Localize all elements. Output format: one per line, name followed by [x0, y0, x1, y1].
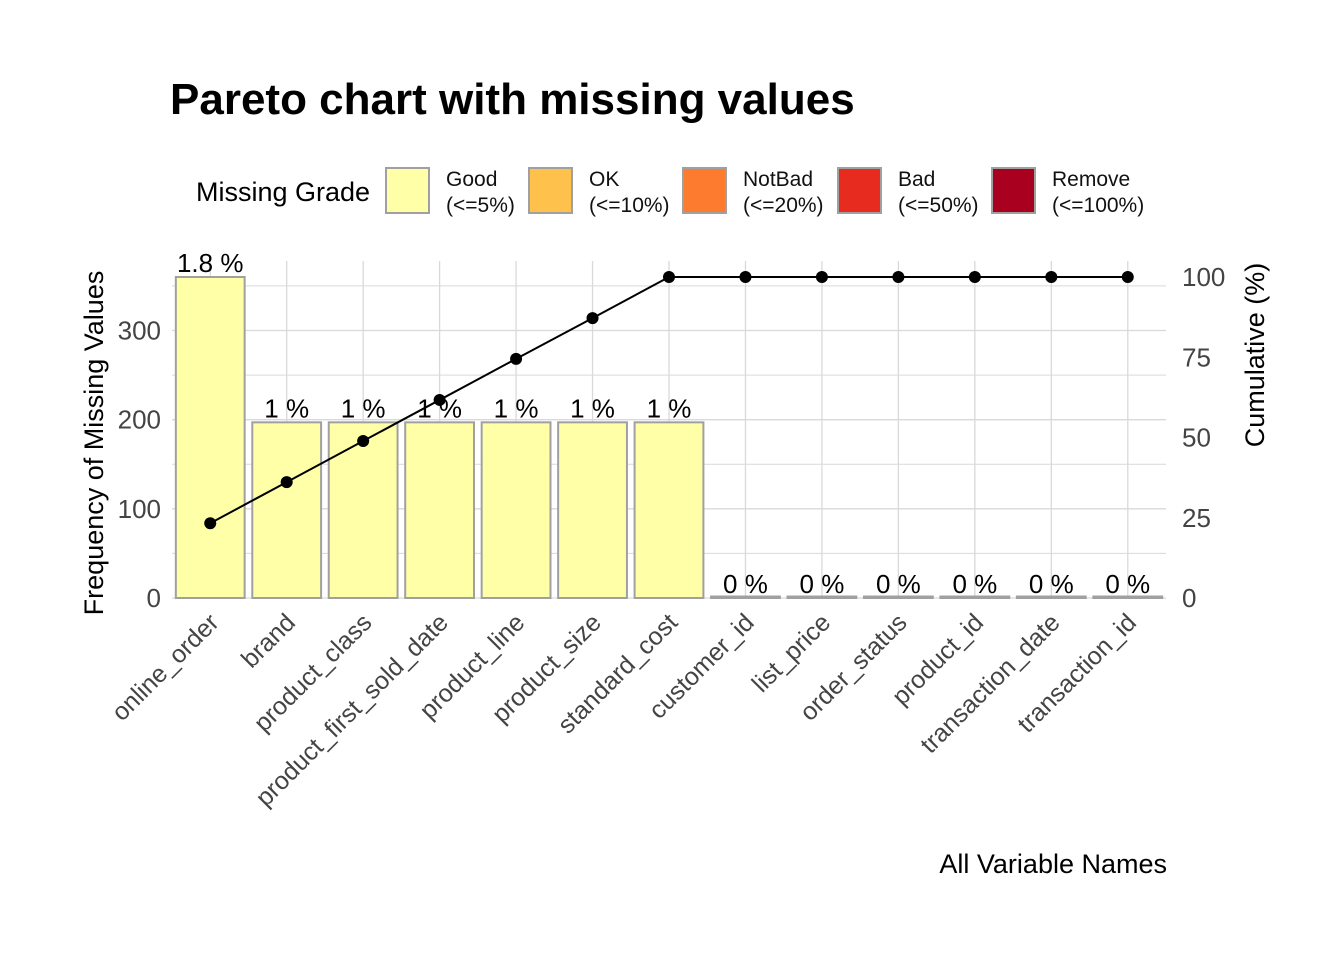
data-label: 1.8 % — [177, 248, 244, 278]
legend-label: Bad — [898, 168, 935, 191]
y2-tick-label: 0 — [1182, 583, 1196, 613]
legend-swatch — [682, 167, 727, 214]
bar — [1015, 595, 1087, 599]
data-label: 1 % — [647, 393, 692, 423]
legend-label: OK — [589, 168, 619, 191]
cumulative-point — [586, 312, 599, 325]
bar — [174, 276, 246, 599]
bar — [710, 595, 781, 599]
y2-tick-label: 75 — [1182, 342, 1211, 372]
cumulative-point — [815, 271, 828, 283]
y-axis-title: Frequency of Missing Values — [79, 271, 109, 616]
y-tick-label: 300 — [118, 316, 161, 346]
cumulative-point — [280, 476, 293, 489]
x-tick-label: transaction_date — [915, 608, 1066, 759]
data-labels: 1.8 %1 % 1 % 1 % 1 % 1 % 1 %0 % 0 % 0 % 0 % 0 % 0 … — [177, 248, 1150, 599]
y2-tick-label: 50 — [1182, 423, 1211, 453]
y-tick-label: 100 — [118, 494, 161, 524]
data-label: 1 % — [341, 393, 386, 423]
legend-label: Remove — [1052, 168, 1130, 191]
bar — [327, 421, 399, 600]
y2-tick-label: 25 — [1182, 503, 1211, 533]
y-tick-label: 0 — [147, 583, 161, 613]
data-label: 0 % — [800, 569, 845, 599]
data-label: 0 % — [1029, 569, 1074, 599]
legend-range: (<=50%) — [898, 194, 979, 217]
y2-tick-label: 100 — [1182, 262, 1225, 292]
cumulative-point — [968, 271, 981, 283]
data-label: 1 % — [264, 393, 309, 423]
y2-axis-title: Cumulative (%) — [1240, 263, 1270, 448]
data-label: 1 % — [570, 393, 615, 423]
legend-swatch — [528, 167, 573, 214]
legend-range: (<=10%) — [589, 194, 670, 217]
chart-title: Pareto chart with missing values — [170, 75, 855, 124]
legend-items: Good (<=5%) OK (<=10%) NotBad (<=20%) Bad (<=50… — [385, 167, 1144, 217]
cumulative-point — [663, 271, 675, 283]
legend: Missing Grade Good (<=5%) OK (<=10%) NotBad (… — [196, 167, 1144, 217]
cumulative-point — [1045, 271, 1058, 283]
bar — [557, 421, 628, 600]
cumulative-point — [433, 393, 446, 406]
cumulative-point — [204, 517, 217, 530]
legend-label: Good — [446, 168, 497, 191]
cumulative-point — [510, 352, 523, 365]
bars — [174, 276, 1164, 600]
cumulative-series — [204, 271, 1134, 530]
bar — [786, 595, 858, 599]
data-label: 0 % — [952, 569, 997, 599]
bar — [1092, 595, 1164, 599]
legend-range: (<=5%) — [446, 194, 515, 217]
cumulative-point — [892, 271, 905, 283]
data-label: 0 % — [876, 569, 921, 599]
legend-swatch — [991, 167, 1036, 214]
legend-swatch — [385, 167, 430, 214]
bar — [939, 595, 1011, 599]
x-axis-title: All Variable Names — [939, 849, 1167, 879]
cumulative-point — [739, 271, 752, 283]
bar — [480, 421, 552, 600]
bar — [862, 595, 934, 599]
bar — [633, 421, 705, 600]
cumulative-point — [357, 435, 370, 448]
legend-label: NotBad — [743, 168, 813, 191]
legend-title: Missing Grade — [196, 177, 370, 207]
bar — [251, 421, 323, 600]
legend-range: (<=100%) — [1052, 194, 1144, 217]
x-tick-label: online_order — [106, 608, 224, 726]
bar — [404, 421, 476, 600]
legend-swatch — [837, 167, 882, 214]
cumulative-point — [1121, 271, 1134, 283]
data-label: 1 % — [494, 393, 539, 423]
legend-range: (<=20%) — [743, 194, 824, 217]
y-tick-label: 200 — [118, 405, 161, 435]
data-label: 0 % — [723, 569, 768, 599]
x-tick-label: brand — [236, 608, 301, 673]
data-label: 0 % — [1105, 569, 1150, 599]
